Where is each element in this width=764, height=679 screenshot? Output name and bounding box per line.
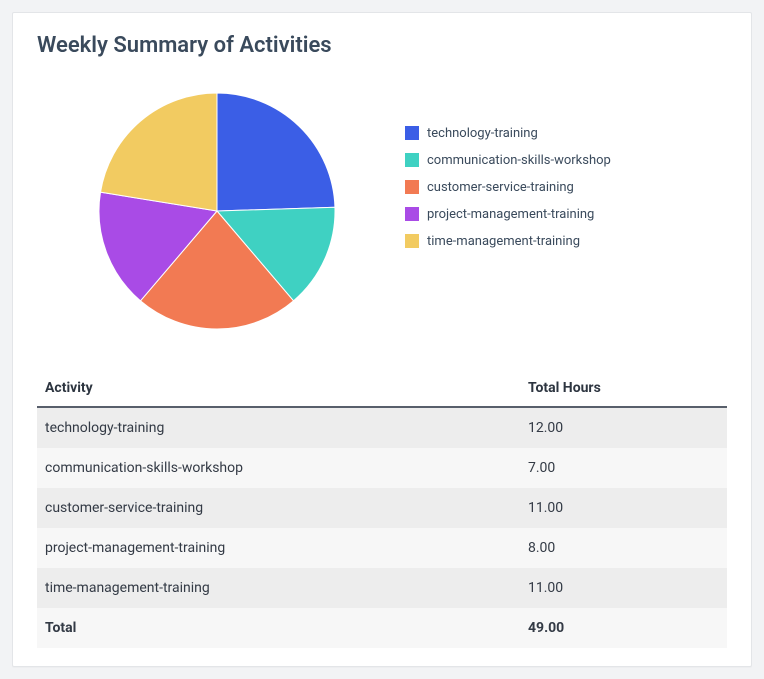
legend-label: customer-service-training: [427, 180, 574, 195]
col-activity-header: Activity: [37, 370, 520, 407]
chart-area: technology-training communication-skills-…: [37, 76, 727, 346]
summary-card: Weekly Summary of Activities technology-…: [12, 12, 752, 667]
cell-total-label: Total: [37, 608, 520, 648]
legend-swatch: [405, 126, 419, 140]
legend-swatch: [405, 180, 419, 194]
pie-slice: [217, 93, 335, 211]
summary-table: Activity Total Hours technology-training…: [37, 370, 727, 648]
cell-activity: customer-service-training: [37, 488, 520, 528]
legend-item: time-management-training: [405, 234, 611, 249]
legend-swatch: [405, 153, 419, 167]
legend-item: communication-skills-workshop: [405, 153, 611, 168]
table-header-row: Activity Total Hours: [37, 370, 727, 407]
table-row: communication-skills-workshop7.00: [37, 448, 727, 488]
cell-total-value: 49.00: [520, 608, 727, 648]
legend-swatch: [405, 207, 419, 221]
cell-hours: 8.00: [520, 528, 727, 568]
col-hours-header: Total Hours: [520, 370, 727, 407]
cell-hours: 12.00: [520, 407, 727, 448]
cell-hours: 11.00: [520, 568, 727, 608]
page-title: Weekly Summary of Activities: [37, 33, 727, 58]
legend-swatch: [405, 234, 419, 248]
table-row: project-management-training8.00: [37, 528, 727, 568]
cell-activity: time-management-training: [37, 568, 520, 608]
table-row: time-management-training11.00: [37, 568, 727, 608]
table-row: technology-training12.00: [37, 407, 727, 448]
legend-item: project-management-training: [405, 207, 611, 222]
table-row: customer-service-training11.00: [37, 488, 727, 528]
legend-label: project-management-training: [427, 207, 594, 222]
legend-label: communication-skills-workshop: [427, 153, 611, 168]
legend: technology-training communication-skills-…: [405, 126, 611, 249]
pie-chart: [37, 76, 397, 346]
cell-activity: project-management-training: [37, 528, 520, 568]
table-total-row: Total49.00: [37, 608, 727, 648]
cell-hours: 7.00: [520, 448, 727, 488]
cell-hours: 11.00: [520, 488, 727, 528]
pie-slice: [101, 93, 217, 211]
legend-item: customer-service-training: [405, 180, 611, 195]
cell-activity: technology-training: [37, 407, 520, 448]
legend-item: technology-training: [405, 126, 611, 141]
pie-wrap: [37, 76, 397, 346]
cell-activity: communication-skills-workshop: [37, 448, 520, 488]
legend-label: time-management-training: [427, 234, 580, 249]
legend-label: technology-training: [427, 126, 538, 141]
